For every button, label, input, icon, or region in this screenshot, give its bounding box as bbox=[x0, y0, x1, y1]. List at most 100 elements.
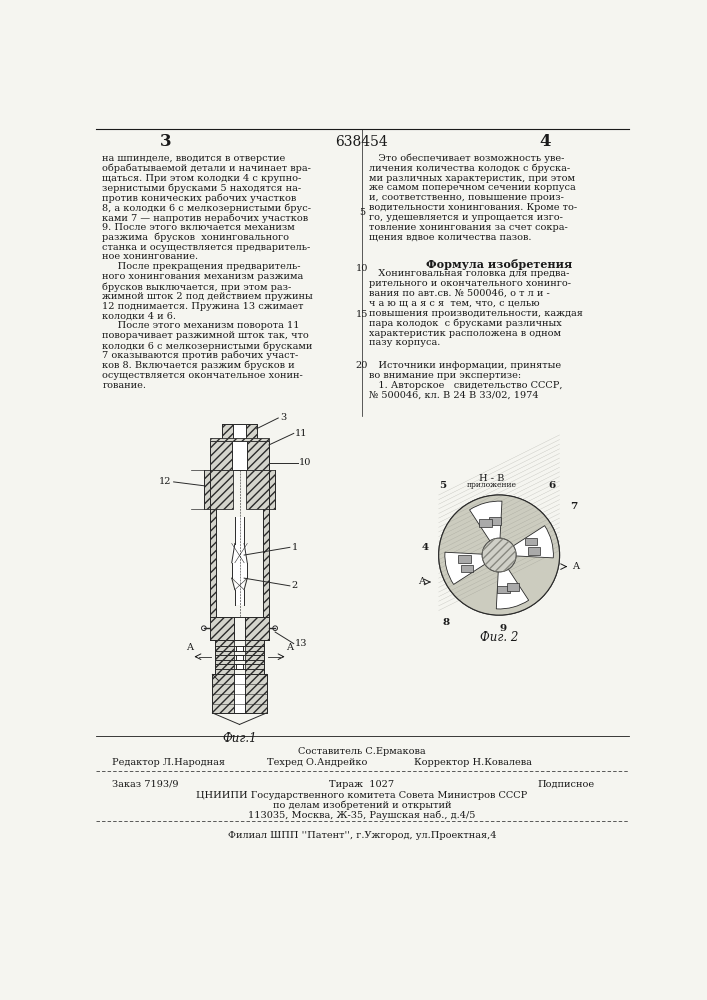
Text: рительного и окончательного хонинго-: рительного и окончательного хонинго- bbox=[369, 279, 571, 288]
Bar bbox=[212, 674, 267, 713]
Wedge shape bbox=[499, 545, 559, 555]
Text: 8: 8 bbox=[443, 618, 450, 627]
Wedge shape bbox=[499, 535, 559, 555]
Bar bbox=[235, 578, 244, 605]
Bar bbox=[506, 583, 519, 591]
Bar bbox=[232, 441, 247, 470]
Text: ми различных характеристик, при этом: ми различных характеристик, при этом bbox=[369, 174, 575, 183]
Wedge shape bbox=[499, 555, 520, 614]
Text: осуществляется окончательное хонин-: осуществляется окончательное хонин- bbox=[103, 371, 303, 380]
Text: 5: 5 bbox=[359, 208, 365, 217]
Text: ч а ю щ а я с я  тем, что, с целью: ч а ю щ а я с я тем, что, с целью bbox=[369, 299, 539, 308]
Text: Корректор Н.Ковалева: Корректор Н.Ковалева bbox=[414, 758, 532, 767]
Text: брусков выключается, при этом раз-: брусков выключается, при этом раз- bbox=[103, 282, 291, 292]
Wedge shape bbox=[445, 552, 486, 584]
Wedge shape bbox=[499, 555, 530, 611]
Text: водительности хонингования. Кроме то-: водительности хонингования. Кроме то- bbox=[369, 203, 577, 212]
Text: личения количества колодок с бруска-: личения количества колодок с бруска- bbox=[369, 164, 570, 173]
Bar bbox=[497, 586, 510, 593]
Wedge shape bbox=[499, 525, 556, 555]
Text: го, удешевляется и упрощается изго-: го, удешевляется и упрощается изго- bbox=[369, 213, 563, 222]
Text: Это обеспечивает возможность уве-: Это обеспечивает возможность уве- bbox=[369, 154, 564, 163]
Text: После этого механизм поворота 11: После этого механизм поворота 11 bbox=[103, 321, 300, 330]
Circle shape bbox=[273, 626, 277, 631]
Wedge shape bbox=[499, 555, 510, 615]
Text: по делам изобретений и открытий: по делам изобретений и открытий bbox=[273, 801, 451, 810]
Text: повышения производительности, каждая: повышения производительности, каждая bbox=[369, 309, 583, 318]
Text: 4: 4 bbox=[421, 543, 428, 552]
Bar bbox=[245, 617, 269, 640]
Text: пазу корпуса.: пазу корпуса. bbox=[369, 338, 440, 347]
Text: 20: 20 bbox=[356, 361, 368, 370]
Text: 10: 10 bbox=[299, 458, 312, 467]
Wedge shape bbox=[499, 499, 530, 555]
Text: A: A bbox=[186, 643, 192, 652]
Wedge shape bbox=[499, 496, 520, 555]
Bar bbox=[479, 519, 491, 527]
Text: на шпинделе, вводится в отверстие: на шпинделе, вводится в отверстие bbox=[103, 154, 286, 163]
Text: 5: 5 bbox=[439, 481, 446, 490]
Wedge shape bbox=[460, 555, 499, 607]
Text: № 500046, кл. В 24 В 33/02, 1974: № 500046, кл. В 24 В 33/02, 1974 bbox=[369, 391, 539, 400]
Text: колодки 4 и 6.: колодки 4 и 6. bbox=[103, 312, 176, 321]
Text: ное хонингование.: ное хонингование. bbox=[103, 252, 199, 261]
Bar bbox=[233, 424, 246, 430]
Text: Н - В: Н - В bbox=[479, 474, 504, 483]
Bar bbox=[247, 441, 269, 470]
Bar bbox=[527, 547, 540, 555]
Text: 12 поднимается. Пружина 13 сжимает: 12 поднимается. Пружина 13 сжимает bbox=[103, 302, 304, 311]
Wedge shape bbox=[496, 568, 529, 609]
Bar bbox=[236, 646, 243, 651]
Text: 4: 4 bbox=[540, 133, 551, 150]
Text: 7: 7 bbox=[570, 502, 577, 511]
Wedge shape bbox=[469, 501, 502, 542]
Text: 3: 3 bbox=[280, 413, 286, 422]
Bar bbox=[269, 470, 275, 509]
Text: 6: 6 bbox=[548, 481, 556, 490]
Bar bbox=[247, 470, 269, 509]
Wedge shape bbox=[499, 516, 551, 555]
Wedge shape bbox=[499, 509, 545, 555]
Text: поворачивает разжимной шток так, что: поворачивает разжимной шток так, что bbox=[103, 331, 309, 340]
Wedge shape bbox=[479, 555, 499, 614]
Bar bbox=[210, 441, 232, 470]
Text: Тираж  1027: Тираж 1027 bbox=[329, 780, 395, 789]
Wedge shape bbox=[443, 525, 499, 555]
Bar bbox=[212, 674, 267, 713]
Wedge shape bbox=[499, 555, 559, 565]
Text: ков 8. Включается разжим брусков и: ков 8. Включается разжим брусков и bbox=[103, 361, 295, 370]
Text: Фиг.1: Фиг.1 bbox=[222, 732, 257, 745]
Text: 7 оказываются против рабочих участ-: 7 оказываются против рабочих участ- bbox=[103, 351, 298, 360]
Wedge shape bbox=[499, 555, 551, 594]
Bar bbox=[234, 674, 245, 713]
Wedge shape bbox=[438, 555, 499, 565]
Text: и, соответственно, повышение произ-: и, соответственно, повышение произ- bbox=[369, 193, 563, 202]
Text: 113035, Москва, Ж-35, Раушская наб., д.4/5: 113035, Москва, Ж-35, Раушская наб., д.4… bbox=[248, 811, 476, 820]
Bar bbox=[223, 424, 257, 441]
Wedge shape bbox=[512, 526, 554, 558]
Text: Филиал ШПП ''Патент'', г.Ужгород, ул.Проектная,4: Филиал ШПП ''Патент'', г.Ужгород, ул.Про… bbox=[228, 831, 496, 840]
Text: 8, а колодки 6 с мелкозернистыми брус-: 8, а колодки 6 с мелкозернистыми брус- bbox=[103, 203, 311, 213]
Bar bbox=[245, 640, 264, 674]
Wedge shape bbox=[489, 495, 499, 555]
Text: ЦНИИПИ Государственного комитета Совета Министров СССР: ЦНИИПИ Государственного комитета Совета … bbox=[197, 791, 527, 800]
Bar bbox=[232, 563, 247, 578]
Wedge shape bbox=[499, 555, 556, 585]
Text: гование.: гование. bbox=[103, 381, 146, 390]
Text: Источники информации, принятые: Источники информации, принятые bbox=[369, 361, 561, 370]
Bar bbox=[215, 640, 234, 674]
Wedge shape bbox=[447, 516, 499, 555]
Bar bbox=[525, 538, 537, 545]
Text: вания по авт.св. № 500046, о т л и -: вания по авт.св. № 500046, о т л и - bbox=[369, 289, 549, 298]
Bar bbox=[210, 438, 269, 441]
Bar bbox=[461, 565, 473, 572]
Text: ного хонингования механизм разжима: ного хонингования механизм разжима bbox=[103, 272, 303, 281]
Bar bbox=[458, 555, 471, 563]
Text: товление хонингования за счет сокра-: товление хонингования за счет сокра- bbox=[369, 223, 568, 232]
Text: После прекращения предваритель-: После прекращения предваритель- bbox=[103, 262, 300, 271]
Bar bbox=[233, 424, 246, 441]
Wedge shape bbox=[452, 555, 499, 601]
Text: щения вдвое количества пазов.: щения вдвое количества пазов. bbox=[369, 233, 532, 242]
Bar bbox=[235, 517, 244, 544]
Text: A: A bbox=[286, 643, 293, 652]
